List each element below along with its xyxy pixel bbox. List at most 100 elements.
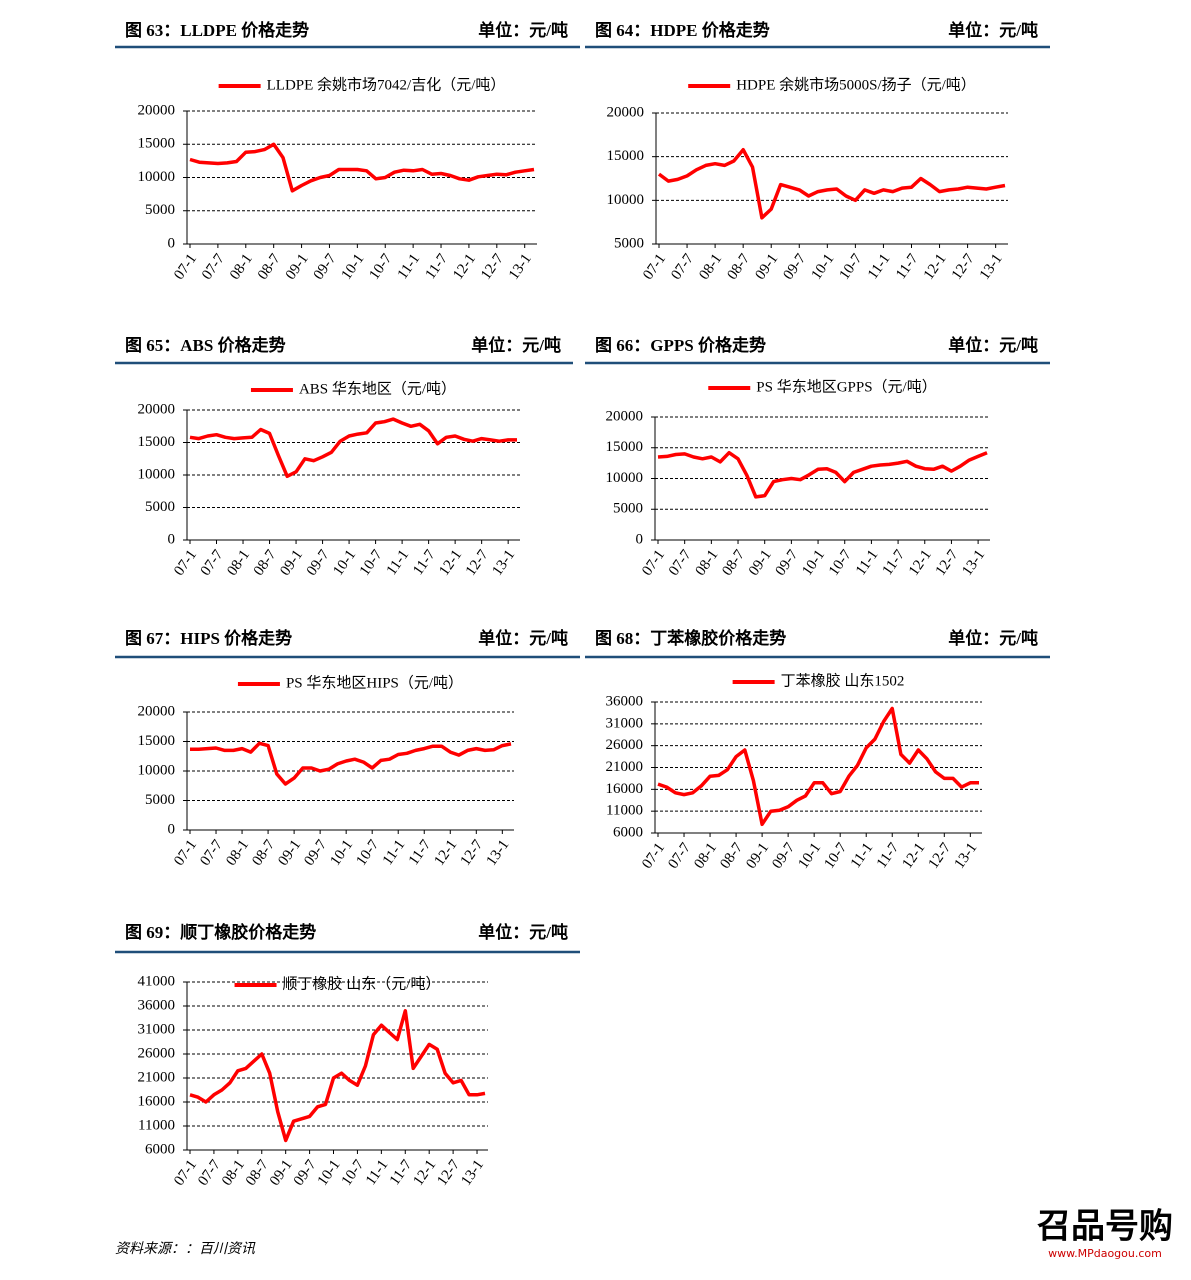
x-tick-label: 09-1 [743,840,772,872]
x-tick-label: 12-7 [458,837,487,869]
x-tick-label: 08-7 [249,837,278,869]
x-tick-label: 10-1 [330,547,359,579]
x-tick-label: 08-7 [719,547,748,579]
y-tick-label: 20000 [138,703,176,719]
x-tick-label: 09-1 [283,251,312,283]
y-tick-label: 36000 [606,693,644,709]
x-tick-label: 12-1 [899,840,928,872]
y-tick-label: 15000 [606,439,644,455]
x-tick-label: 09-7 [769,840,798,872]
y-tick-label: 31000 [606,715,644,731]
x-tick-label: 07-1 [171,1157,200,1189]
x-tick-label: 07-7 [668,251,697,283]
y-tick-label: 15000 [138,136,176,152]
y-tick-label: 5000 [145,499,175,515]
x-tick-label: 13-1 [489,547,518,579]
x-tick-label: 10-1 [799,547,828,579]
x-tick-label: 08-7 [255,251,284,283]
x-tick-label: 09-7 [304,547,333,579]
x-tick-label: 13-1 [484,837,513,869]
y-tick-label: 10000 [138,466,176,482]
y-tick-label: 26000 [606,737,644,753]
y-tick-label: 15000 [607,148,645,164]
x-tick-label: 12-7 [478,251,507,283]
x-tick-label: 09-7 [301,837,330,869]
y-tick-label: 20000 [606,408,644,424]
x-tick-label: 12-1 [431,837,460,869]
x-tick-label: 09-7 [773,547,802,579]
x-tick-label: 09-7 [291,1157,320,1189]
x-tick-label: 10-7 [837,251,866,283]
figure-title: 图 67：HIPS 价格走势 [125,628,292,648]
y-tick-label: 21000 [138,1069,176,1085]
y-tick-label: 26000 [138,1045,176,1061]
x-tick-label: 09-7 [780,251,809,283]
x-tick-label: 11-1 [380,837,409,868]
y-tick-label: 10000 [606,470,644,486]
watermark-url: www.MPdaogou.com [1048,1247,1162,1260]
y-tick-label: 16000 [138,1093,176,1109]
y-tick-label: 5000 [613,501,643,517]
figure-unit: 单位：元/吨 [471,335,561,355]
legend-label: PS 华东地区HIPS（元/吨） [286,674,463,691]
source-note: 资料来源：：百川资讯 [115,1241,256,1257]
x-tick-label: 10-7 [357,547,386,579]
x-tick-label: 11-7 [874,840,903,872]
x-tick-label: 08-7 [251,547,280,579]
y-tick-label: 5000 [614,235,644,251]
x-tick-label: 08-1 [691,840,720,872]
y-tick-label: 6000 [613,824,643,840]
x-tick-label: 12-1 [410,1157,439,1189]
x-tick-label: 07-7 [665,840,694,872]
x-tick-label: 11-7 [406,837,435,869]
y-tick-label: 0 [168,235,176,251]
legend-label: PS 华东地区GPPS（元/吨） [756,378,936,395]
y-tick-label: 15000 [138,733,176,749]
x-tick-label: 09-1 [267,1157,296,1189]
y-tick-label: 20000 [138,401,176,417]
y-tick-label: 20000 [138,102,176,118]
x-tick-label: 10-1 [795,840,824,872]
x-tick-label: 07-1 [171,837,200,869]
data-line [657,706,979,827]
figure-unit: 单位：元/吨 [948,20,1038,40]
x-tick-label: 11-1 [848,840,877,871]
x-tick-label: 11-1 [395,251,424,282]
x-tick-label: 12-7 [926,840,955,872]
figure-unit: 单位：元/吨 [478,20,568,40]
x-tick-label: 13-1 [506,251,535,283]
x-tick-label: 12-1 [921,251,950,283]
figure-title: 图 66：GPPS 价格走势 [595,335,766,355]
x-tick-label: 10-1 [327,837,356,869]
y-tick-label: 16000 [606,781,644,797]
figure-title: 图 64：HDPE 价格走势 [595,20,770,40]
y-tick-label: 11000 [606,803,643,819]
x-tick-label: 07-7 [197,837,226,869]
y-tick-label: 0 [636,531,644,547]
x-tick-label: 08-1 [227,251,256,283]
x-tick-label: 11-1 [853,547,882,578]
y-tick-label: 10000 [607,192,645,208]
x-tick-label: 07-1 [639,547,668,579]
legend-label: 顺丁橡胶 山东（元/吨） [283,975,441,992]
x-tick-label: 11-7 [423,251,452,283]
figure-unit: 单位：元/吨 [478,922,568,942]
y-tick-label: 10000 [138,169,176,185]
figure-title: 图 63：LLDPE 价格走势 [125,20,309,40]
y-tick-label: 0 [168,531,176,547]
x-tick-label: 07-7 [195,1157,224,1189]
x-tick-label: 07-1 [171,547,200,579]
x-tick-label: 07-1 [171,251,200,283]
x-tick-label: 09-1 [746,547,775,579]
x-tick-label: 08-7 [717,840,746,872]
x-tick-label: 07-7 [666,547,695,579]
x-tick-label: 11-1 [363,1157,392,1188]
x-tick-label: 09-1 [752,251,781,283]
y-tick-label: 0 [168,821,176,837]
y-tick-label: 41000 [138,973,176,989]
x-tick-label: 13-1 [959,547,988,579]
figure-unit: 单位：元/吨 [478,628,568,648]
x-tick-label: 11-1 [384,547,413,578]
legend-label: 丁苯橡胶 山东1502 [781,672,905,689]
x-tick-label: 08-7 [243,1157,272,1189]
